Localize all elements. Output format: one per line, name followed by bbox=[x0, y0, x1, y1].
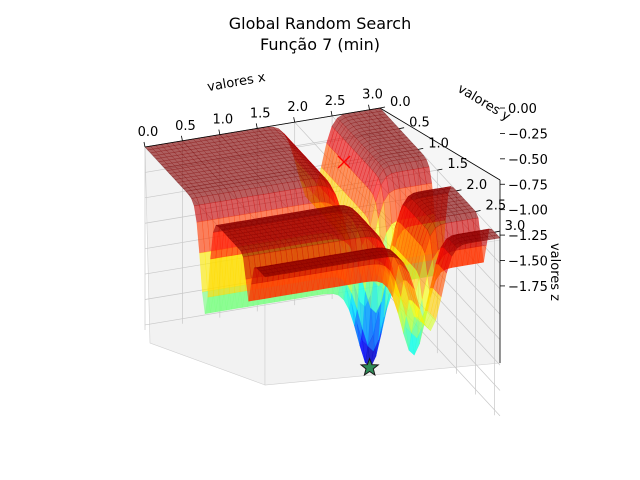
x-tick-label: 2.0 bbox=[287, 100, 308, 115]
y-tick-label: 0.0 bbox=[390, 95, 411, 110]
y-tick-label: 3.0 bbox=[505, 219, 526, 234]
y-tick-mark bbox=[399, 127, 405, 130]
x-tick-label: 1.0 bbox=[212, 113, 233, 128]
surface bbox=[144, 107, 501, 369]
best-point-star bbox=[359, 357, 380, 377]
x-tick-label: 0.5 bbox=[175, 119, 196, 134]
chart-subtitle: Função 7 (min) bbox=[260, 35, 380, 54]
x-tick-mark bbox=[293, 117, 296, 123]
x-tick-mark bbox=[255, 123, 258, 129]
y-axis-label: valores y bbox=[455, 81, 513, 124]
x-tick-label: 0.0 bbox=[138, 125, 159, 140]
x-axis-label: valores x bbox=[206, 70, 267, 95]
y-tick-label: 2.5 bbox=[486, 199, 507, 214]
x-tick-label: 1.5 bbox=[250, 106, 271, 121]
x-tick-label: 3.0 bbox=[362, 88, 383, 103]
z-axis-label: valores z bbox=[547, 243, 562, 301]
z-tick-label: 0.00 bbox=[508, 102, 537, 117]
x-tick-mark bbox=[368, 104, 370, 110]
y-tick-label: 1.5 bbox=[447, 157, 468, 172]
y-tick-mark bbox=[379, 106, 386, 109]
y-ticks: 0.0 0.5 1.0 1.5 2.0 2.5 3.0 bbox=[379, 95, 526, 234]
y-tick-label: 1.0 bbox=[428, 136, 449, 151]
z-tick-label: −1.00 bbox=[508, 204, 548, 219]
y-tick-mark bbox=[494, 230, 500, 233]
y-tick-mark bbox=[437, 168, 443, 171]
x-tick-label: 2.5 bbox=[325, 94, 346, 109]
z-ticks: 0.00 −0.25 −0.50 −0.75 −1.00 −1.25 −1.50 −1.75 bbox=[500, 102, 548, 295]
y-tick-mark bbox=[456, 189, 462, 192]
y-tick-mark bbox=[418, 148, 424, 150]
markers bbox=[337, 155, 380, 377]
z-tick-label: −1.75 bbox=[508, 280, 548, 295]
z-tick-label: −0.25 bbox=[508, 127, 548, 142]
x-ticks: 0.0 0.5 1.0 1.5 2.0 2.5 3.0 bbox=[138, 88, 383, 148]
x-tick-mark bbox=[330, 110, 333, 117]
y-tick-mark bbox=[475, 210, 481, 212]
start-marker bbox=[337, 155, 351, 169]
chart-title: Global Random Search bbox=[229, 14, 411, 33]
z-tick-label: −1.25 bbox=[508, 229, 548, 244]
x-tick-mark bbox=[143, 141, 146, 148]
z-tick-label: −0.75 bbox=[508, 178, 548, 193]
y-tick-label: 2.0 bbox=[466, 178, 487, 193]
y-axis-line bbox=[379, 107, 501, 181]
y-tick-label: 0.5 bbox=[409, 116, 430, 131]
z-tick-label: −0.50 bbox=[508, 153, 548, 168]
z-tick-label: −1.50 bbox=[508, 255, 548, 270]
x-tick-mark bbox=[218, 129, 221, 135]
x-axis-line bbox=[144, 107, 381, 148]
x-tick-mark bbox=[181, 135, 183, 141]
